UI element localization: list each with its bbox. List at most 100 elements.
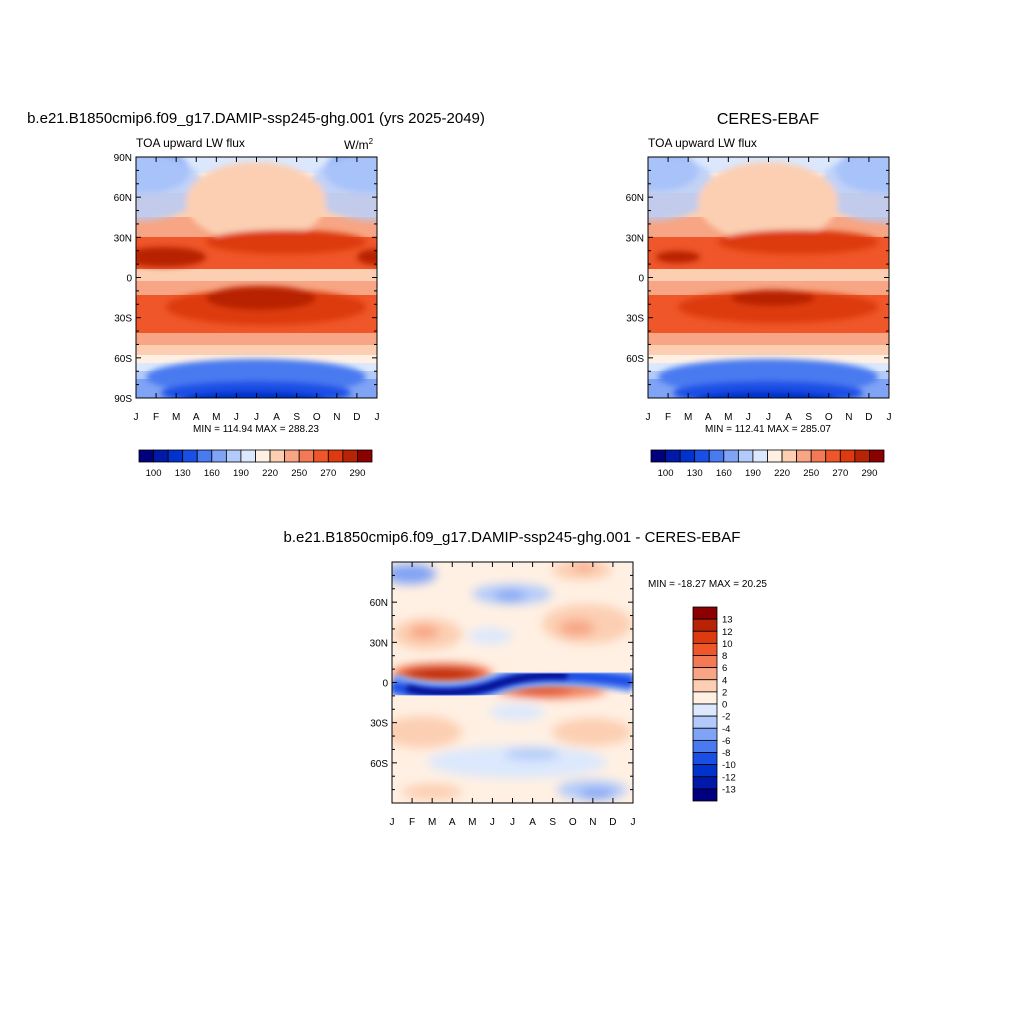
obs-colorbar-swatch — [839, 449, 856, 463]
model-colorbar-swatch — [211, 449, 227, 463]
obs-colorbar-swatch — [767, 449, 783, 463]
model-colorbar-label: 100 — [146, 468, 162, 479]
model-arctic-mid-right — [309, 157, 377, 221]
diff-colorbar-swatch — [692, 764, 718, 778]
diff-high-south-cool — [427, 746, 607, 778]
obs-plot-area — [648, 157, 889, 398]
diff-x-tick-label: J — [390, 817, 395, 828]
model-y-tick-label: 60N — [114, 193, 132, 204]
obs-x-tick-label: J — [766, 412, 771, 423]
diff-x-tick-label: D — [609, 817, 616, 828]
diff-x-tick-label: M — [428, 817, 436, 828]
diff-colorbar-swatch — [692, 727, 718, 741]
obs-colorbar-swatch — [737, 449, 754, 463]
obs-colorbar-swatch — [679, 449, 696, 463]
model-x-tick-label: M — [212, 412, 220, 423]
model-y-tick-label: 90N — [114, 153, 132, 164]
model-x-tick-label: D — [353, 412, 360, 423]
model-panel: b.e21.B1850cmip6.f09_g17.DAMIP-ssp245-gh… — [27, 110, 485, 479]
obs-subtitle: TOA upward LW flux — [648, 136, 757, 150]
obs-colorbar-swatch — [869, 449, 885, 463]
diff-arctic-cold-spot — [494, 591, 526, 601]
model-y-tick-label: 30N — [114, 233, 132, 244]
obs-scz-hot — [731, 290, 815, 306]
model-y-tick-label: 90S — [114, 394, 132, 405]
obs-band-0 — [648, 281, 889, 297]
model-colorbar-label: 290 — [350, 468, 366, 479]
model-subtitle: TOA upward LW flux — [136, 136, 245, 150]
diff-x-tick-label: N — [589, 817, 596, 828]
obs-colorbar-label: 220 — [774, 468, 790, 479]
model-y-tick-label: 60S — [114, 354, 132, 365]
model-antarctic-deep — [184, 391, 324, 398]
obs-colorbar-label: 100 — [658, 468, 674, 479]
diff-y-tick-label: 30N — [370, 638, 388, 649]
model-colorbar-swatch — [225, 449, 242, 463]
diff-y-tick-label: 60N — [370, 598, 388, 609]
obs-x-tick-label: J — [746, 412, 751, 423]
obs-colorbar-swatch — [854, 449, 870, 463]
diff-tropic-hot-core — [404, 668, 480, 680]
model-band-10n — [136, 269, 377, 283]
obs-colorbar-swatch — [694, 449, 710, 463]
diff-south-warm-left — [392, 716, 462, 748]
model-x-tick-label: J — [134, 412, 139, 423]
obs-x-tick-label: S — [805, 412, 812, 423]
model-colorbar-swatch — [182, 449, 198, 463]
model-colorbar-swatch — [284, 449, 300, 463]
obs-colorbar-label: 190 — [745, 468, 761, 479]
obs-y-tick-label: 0 — [638, 274, 644, 285]
model-colorbar-swatch — [357, 449, 373, 463]
diff-colorbar-label: -12 — [722, 772, 736, 783]
diff-x-tick-label: J — [631, 817, 636, 828]
model-colorbar: 100 130 160 190 220 250 270 290 — [138, 449, 373, 479]
model-x-tick-label: J — [254, 412, 259, 423]
obs-colorbar-swatch — [810, 449, 827, 463]
obs-colorbar-swatch — [723, 449, 739, 463]
diff-panel: b.e21.B1850cmip6.f09_g17.DAMIP-ssp245-gh… — [284, 529, 768, 828]
diff-y-ticks: 60N 30N 0 30S 60S — [370, 561, 633, 804]
diff-arctic-warm-spot — [572, 563, 596, 571]
obs-colorbar-swatch — [796, 449, 812, 463]
model-colorbar-label: 130 — [175, 468, 191, 479]
model-title: b.e21.B1850cmip6.f09_g17.DAMIP-ssp245-gh… — [27, 110, 485, 127]
diff-colorbar-swatch — [692, 679, 718, 693]
diff-colorbar-label: -13 — [722, 784, 736, 795]
diff-midlat-north-cool — [468, 628, 512, 644]
model-colorbar-swatch — [327, 449, 344, 463]
obs-ncz-warm — [718, 230, 878, 254]
model-x-tick-label: O — [313, 412, 321, 423]
obs-x-tick-label: A — [705, 412, 712, 423]
model-ncz-hot-right — [357, 249, 377, 265]
diff-colorbar-swatch — [692, 703, 718, 717]
obs-colorbar-label: 130 — [687, 468, 703, 479]
diff-colorbar-swatch — [692, 776, 718, 790]
obs-title: CERES-EBAF — [717, 111, 819, 128]
model-colorbar-swatch — [138, 449, 154, 463]
model-x-tick-label: A — [273, 412, 280, 423]
diff-colorbar-swatch — [692, 788, 718, 802]
obs-band-10n — [648, 269, 889, 283]
model-colorbar-label: 160 — [204, 468, 220, 479]
obs-colorbar-swatch — [825, 449, 841, 463]
model-y-tick-label: 30S — [114, 314, 132, 325]
model-summer-warm-north — [186, 162, 326, 242]
diff-min-max: MIN = -18.27 MAX = 20.25 — [648, 579, 767, 590]
obs-x-tick-label: O — [825, 412, 833, 423]
obs-x-tick-label: A — [785, 412, 792, 423]
diff-x-tick-label: S — [549, 817, 556, 828]
diff-title: b.e21.B1850cmip6.f09_g17.DAMIP-ssp245-gh… — [284, 529, 741, 546]
obs-colorbar-label: 270 — [832, 468, 848, 479]
diff-colorbar-label: 8 — [722, 651, 727, 662]
diff-midlat-north-warm-spot — [409, 625, 439, 639]
obs-y-tick-label: 30S — [626, 314, 644, 325]
diff-itcz-band-core — [406, 672, 568, 696]
diff-colorbar-swatch — [692, 618, 718, 632]
obs-antarctic-deep — [696, 391, 836, 398]
obs-colorbar-swatch — [665, 449, 681, 463]
obs-colorbar-swatch — [708, 449, 725, 463]
model-y-ticks: 90N 60N 30N 0 30S 60S 90S — [114, 153, 377, 405]
obs-y-ticks: 60N 30N 0 30S 60S — [626, 156, 889, 399]
model-x-tick-label: A — [193, 412, 200, 423]
model-colorbar-swatch — [167, 449, 184, 463]
